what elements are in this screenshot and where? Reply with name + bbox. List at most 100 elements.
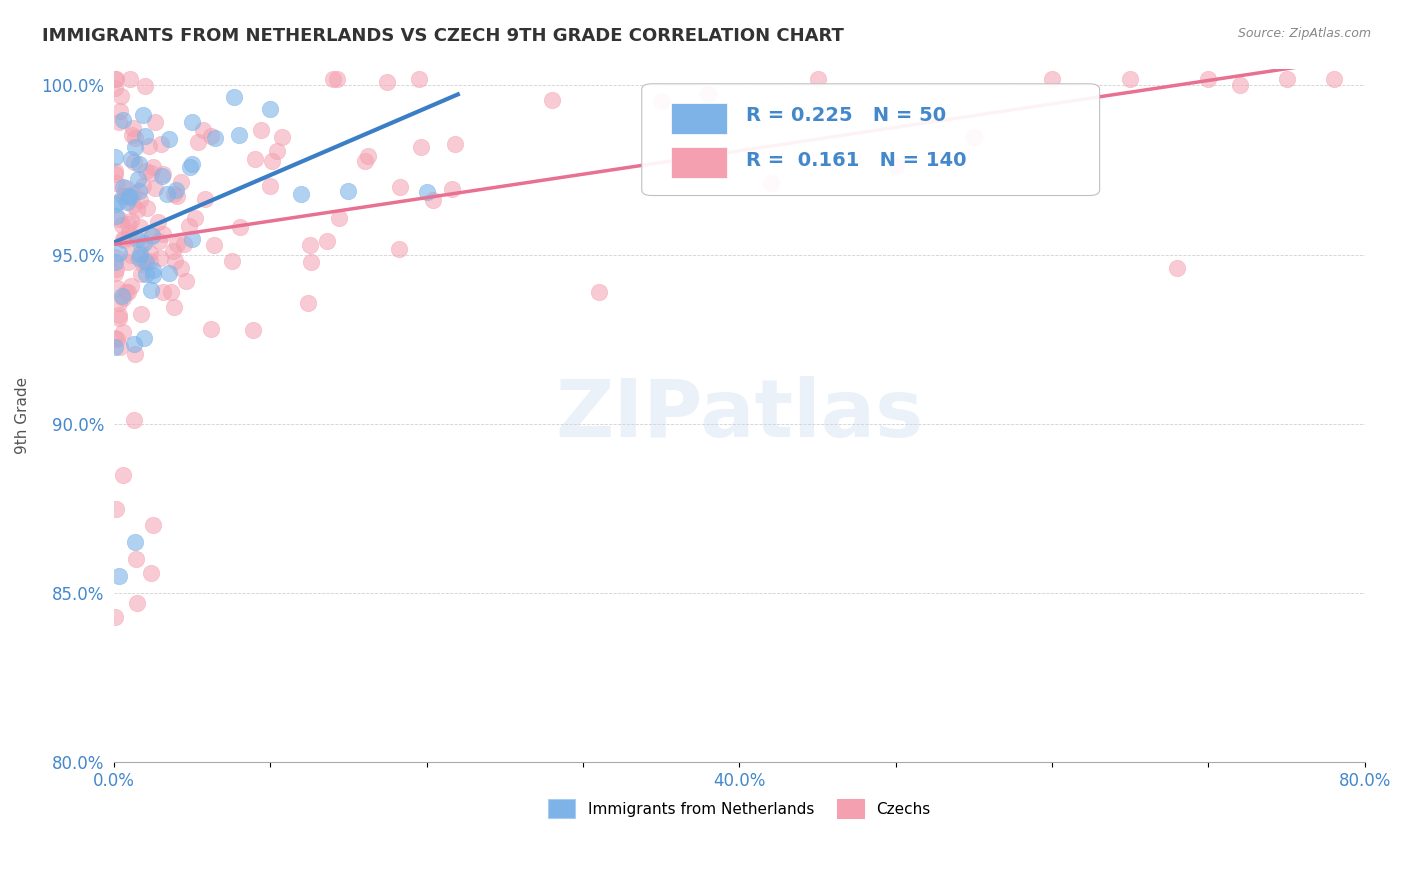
Point: [135, 254, 157, 268]
Point: [259, 179, 281, 194]
Point: [135, 267, 157, 281]
Point: [245, 153, 267, 167]
Point: [250, 122, 273, 136]
Point: [150, 136, 173, 151]
Point: [111, 231, 134, 245]
Point: [270, 129, 292, 144]
Point: [242, 323, 264, 337]
Point: [297, 295, 319, 310]
Point: [322, 71, 344, 86]
Point: [104, 150, 127, 164]
Point: [166, 189, 188, 203]
Point: [108, 212, 131, 227]
Point: [138, 246, 160, 260]
Point: [1229, 78, 1251, 92]
Point: [118, 227, 141, 241]
Point: [112, 180, 135, 194]
Point: [112, 326, 135, 340]
Point: [181, 157, 204, 171]
Point: [108, 311, 131, 326]
Point: [540, 93, 562, 107]
Point: [104, 340, 127, 354]
Point: [131, 237, 153, 252]
Point: [122, 337, 145, 351]
Text: ZIPatlas: ZIPatlas: [555, 376, 924, 455]
Point: [173, 236, 195, 251]
Point: [134, 331, 156, 345]
Point: [325, 71, 347, 86]
Text: R = 0.225   N = 50: R = 0.225 N = 50: [745, 106, 946, 125]
Point: [222, 90, 245, 104]
Point: [134, 78, 156, 93]
Point: [165, 183, 187, 197]
Point: [124, 535, 146, 549]
Point: [120, 278, 142, 293]
Text: R =  0.161   N = 140: R = 0.161 N = 140: [745, 152, 966, 170]
Point: [104, 255, 127, 269]
Point: [107, 309, 129, 323]
Point: [135, 164, 157, 178]
Point: [117, 189, 139, 203]
Point: [120, 71, 142, 86]
Point: [156, 186, 179, 201]
Point: [963, 130, 986, 145]
Point: [104, 266, 127, 280]
Point: [139, 566, 162, 580]
Point: [105, 332, 128, 346]
Point: [104, 262, 127, 277]
Point: [139, 166, 162, 180]
Point: [202, 237, 225, 252]
Point: [152, 285, 174, 299]
Point: [143, 180, 166, 194]
Point: [121, 128, 143, 142]
Point: [375, 75, 398, 89]
Point: [111, 113, 134, 128]
Text: Source: ZipAtlas.com: Source: ZipAtlas.com: [1237, 27, 1371, 40]
Point: [388, 242, 411, 256]
Point: [117, 194, 139, 209]
Point: [162, 244, 184, 258]
Point: [105, 209, 128, 223]
Point: [141, 229, 163, 244]
Point: [148, 235, 170, 249]
Y-axis label: 9th Grade: 9th Grade: [15, 377, 30, 454]
Point: [104, 610, 127, 624]
Point: [163, 253, 186, 268]
Point: [120, 153, 142, 167]
Point: [328, 211, 350, 226]
Point: [125, 202, 148, 217]
Point: [166, 236, 188, 251]
Point: [129, 193, 152, 207]
Point: [124, 413, 146, 427]
Point: [884, 159, 907, 173]
Point: [104, 167, 127, 181]
Point: [117, 255, 139, 269]
Point: [149, 251, 172, 265]
Point: [104, 71, 127, 86]
Point: [194, 192, 217, 206]
Point: [127, 171, 149, 186]
Point: [105, 501, 128, 516]
Point: [141, 228, 163, 243]
Point: [139, 254, 162, 268]
Point: [174, 274, 197, 288]
Point: [148, 214, 170, 228]
Point: [181, 114, 204, 128]
Point: [128, 157, 150, 171]
Point: [142, 268, 165, 282]
Point: [163, 300, 186, 314]
Point: [124, 130, 146, 145]
Point: [132, 253, 155, 268]
Point: [107, 569, 129, 583]
Point: [415, 186, 437, 200]
Point: [132, 257, 155, 271]
Point: [408, 71, 430, 86]
Point: [143, 115, 166, 129]
Point: [127, 231, 149, 245]
Point: [118, 230, 141, 244]
Point: [650, 94, 672, 108]
Point: [108, 340, 131, 354]
Point: [1119, 71, 1142, 86]
Point: [588, 285, 610, 299]
Point: [114, 181, 136, 195]
